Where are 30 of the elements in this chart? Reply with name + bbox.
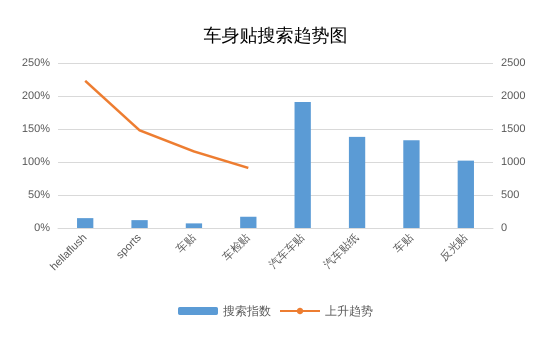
y-tick-label: 50% [28, 189, 50, 201]
y-tick-label: 150% [22, 123, 50, 135]
x-tick-label: 汽车车贴 [266, 231, 307, 272]
bar [458, 160, 474, 228]
chart-title: 车身贴搜索趋势图 [204, 26, 348, 46]
bar [131, 220, 148, 228]
x-tick-label: 反光贴 [438, 231, 470, 264]
y2-tick-label: 1000 [501, 156, 526, 168]
y2-tick-label: 2500 [501, 57, 526, 69]
legend-label: 上升趋势 [325, 304, 373, 318]
x-tick-label: 车检贴 [220, 231, 253, 264]
bar [294, 102, 311, 228]
y2-tick-label: 0 [501, 222, 508, 234]
y-tick-label: 200% [22, 90, 50, 102]
bar [403, 140, 420, 228]
y-tick-label: 0% [34, 222, 50, 234]
x-tick-label: 车贴 [173, 231, 198, 256]
y2-tick-label: 500 [501, 189, 520, 201]
x-tick-label: 车贴 [390, 231, 416, 256]
y2-tick-label: 2000 [501, 90, 526, 102]
bar [186, 223, 202, 228]
bar [348, 136, 366, 228]
line-series [84, 80, 250, 170]
bar [77, 218, 94, 228]
legend-label: 搜索指数 [223, 304, 271, 318]
y2-tick-label: 1500 [501, 123, 526, 135]
x-tick-label: 汽车贴纸 [321, 231, 362, 272]
y-tick-label: 100% [22, 156, 50, 168]
y-tick-label: 250% [22, 57, 50, 69]
bar [240, 216, 256, 228]
